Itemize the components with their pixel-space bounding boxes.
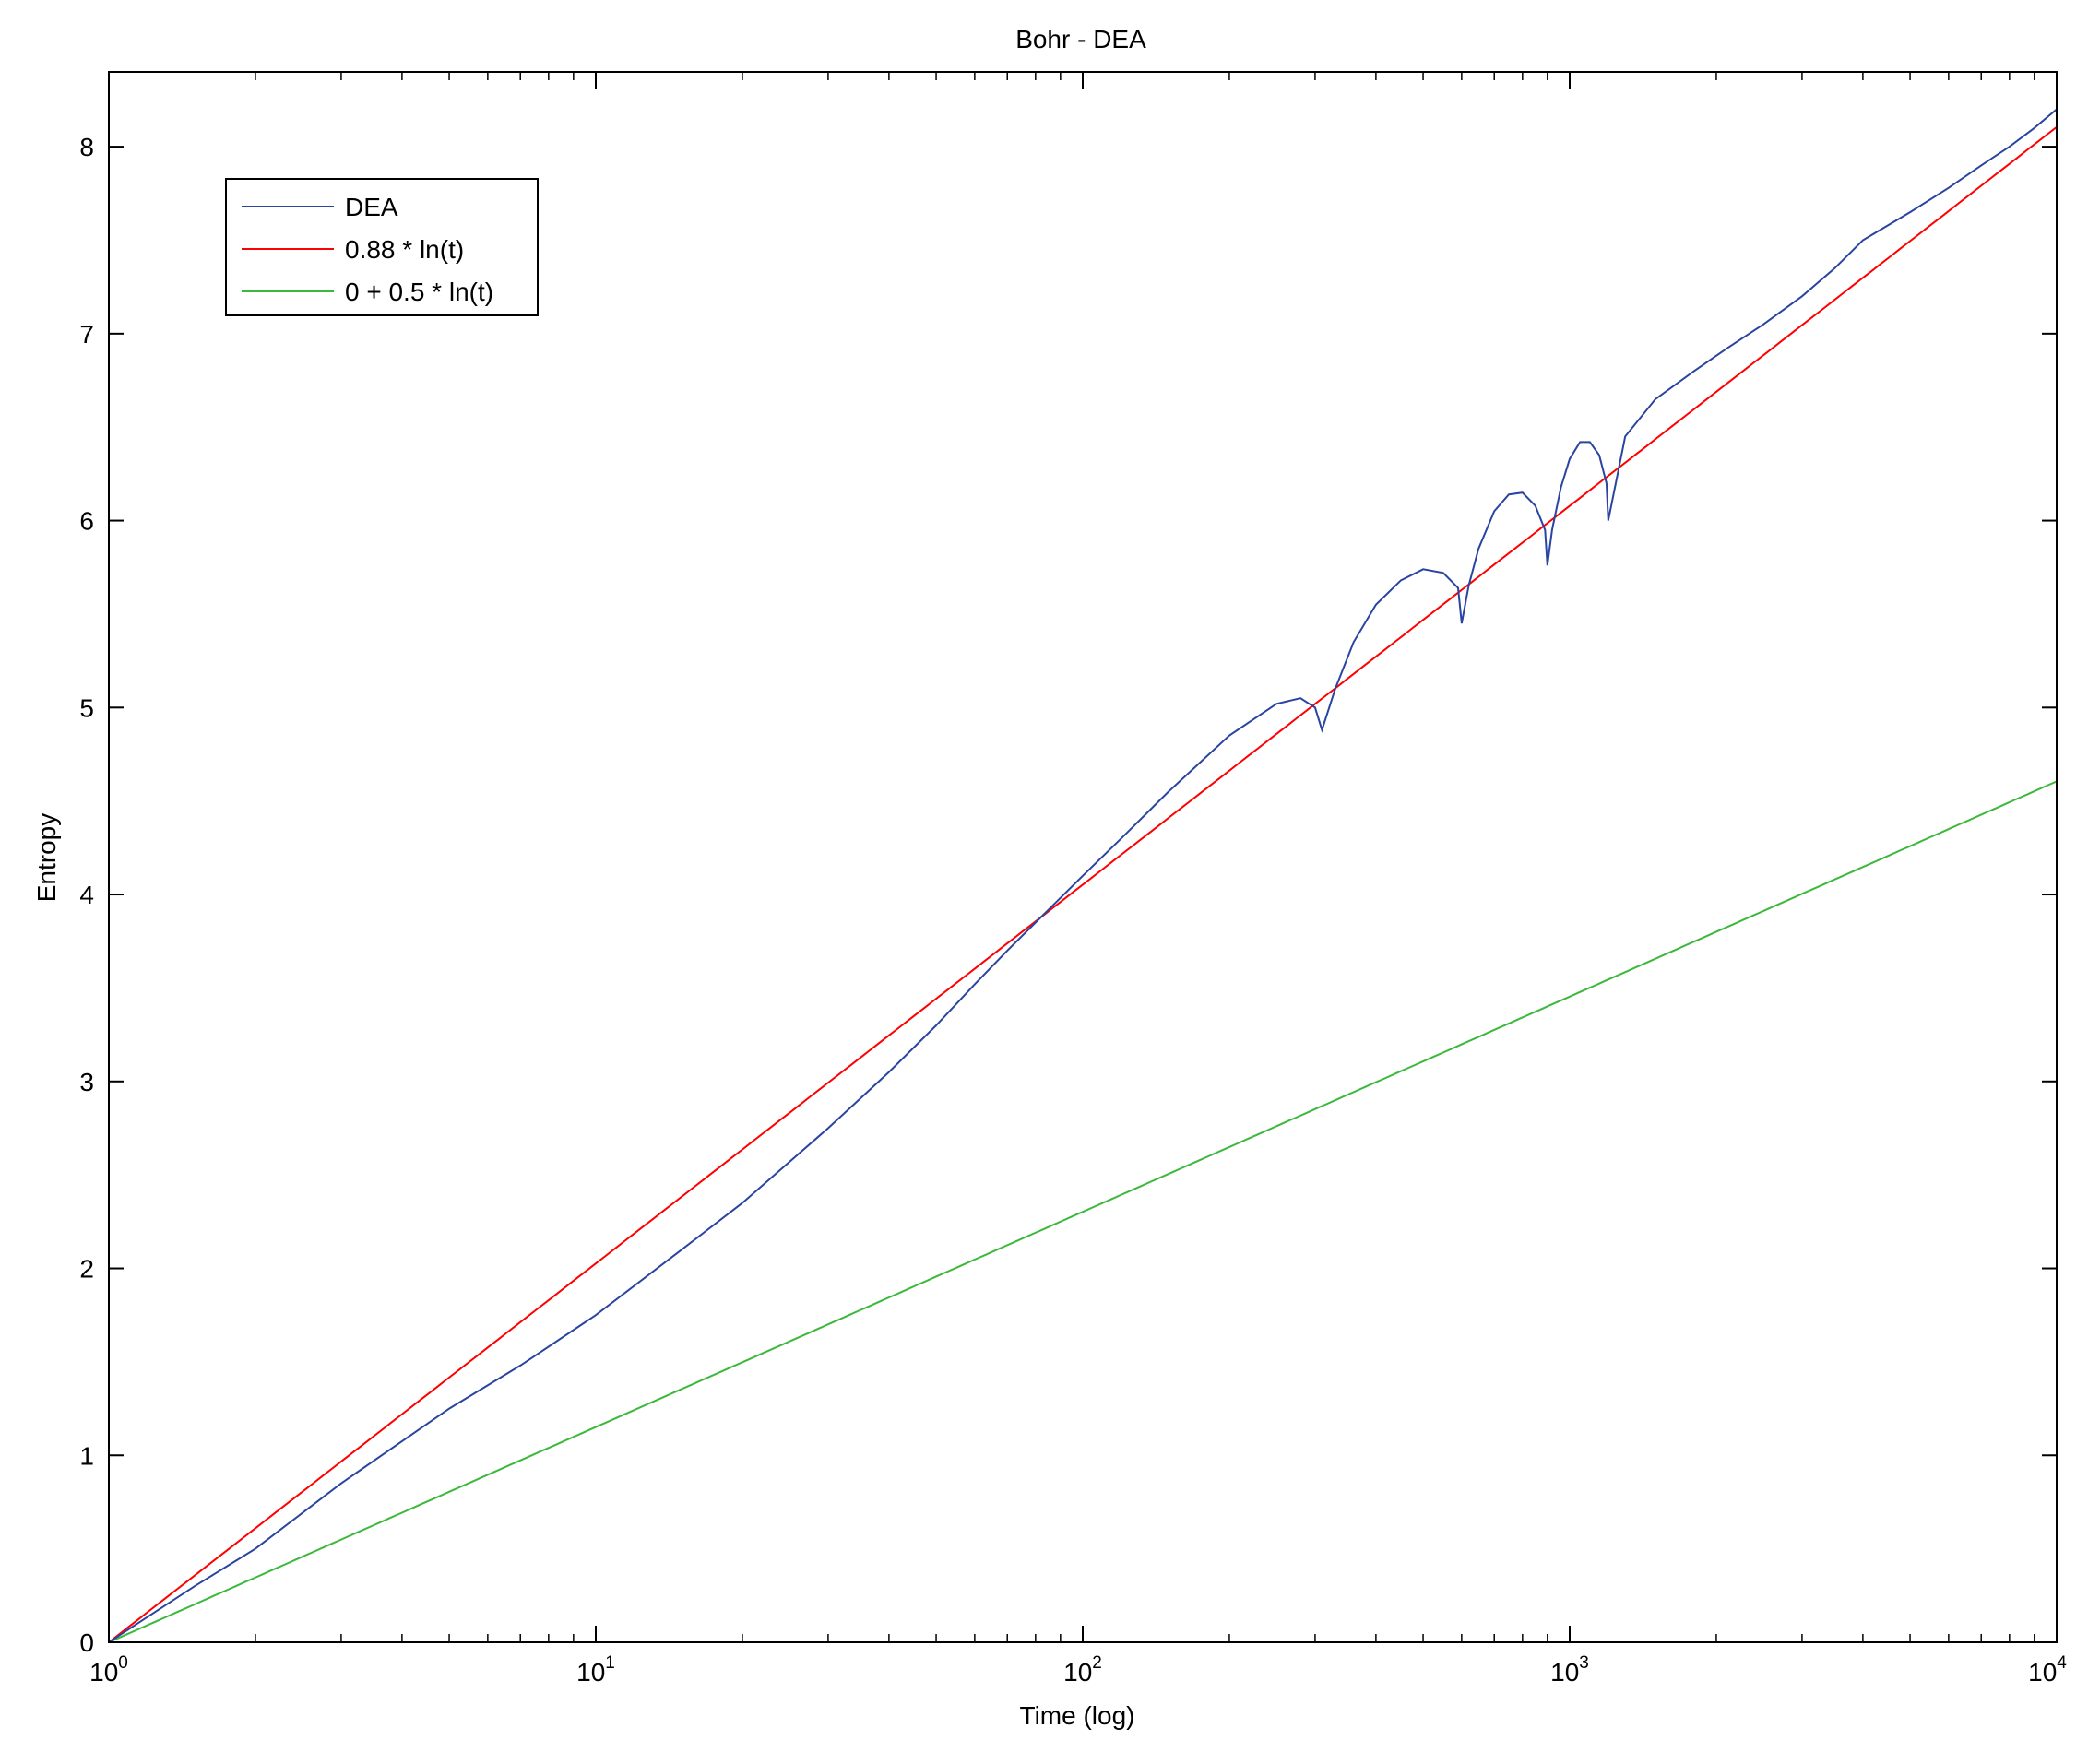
series-line-1 bbox=[108, 126, 2058, 1643]
y-tick-label: 2 bbox=[79, 1255, 94, 1284]
x-axis-label: Time (log) bbox=[1020, 1701, 1135, 1730]
x-tick-label: 100 bbox=[89, 1653, 128, 1687]
legend-label: 0.88 * ln(t) bbox=[345, 235, 464, 264]
legend-box bbox=[225, 178, 539, 316]
axis-tick-labels: 0 1 2 3 4 5 6 7 8 100 101 102 103 104 bbox=[79, 133, 2067, 1687]
legend: DEA 0.88 * ln(t) 0 + 0.5 * ln(t) bbox=[225, 178, 539, 316]
x-tick-label: 101 bbox=[576, 1653, 615, 1687]
axis-ticks bbox=[108, 72, 2058, 1643]
y-tick-label: 7 bbox=[79, 320, 94, 349]
x-tick-label: 102 bbox=[1063, 1653, 1102, 1687]
y-tick-label: 4 bbox=[79, 881, 94, 909]
legend-label: DEA bbox=[345, 193, 398, 221]
y-tick-label: 1 bbox=[79, 1441, 94, 1470]
series-line-2 bbox=[108, 780, 2058, 1643]
series-line-0 bbox=[108, 108, 2058, 1643]
y-tick-label: 0 bbox=[79, 1628, 94, 1657]
plot-lines bbox=[108, 108, 2058, 1643]
x-tick-label: 103 bbox=[1550, 1653, 1589, 1687]
y-tick-label: 6 bbox=[79, 507, 94, 536]
y-tick-label: 5 bbox=[79, 693, 94, 722]
legend-label: 0 + 0.5 * ln(t) bbox=[345, 278, 493, 306]
y-tick-label: 8 bbox=[79, 133, 94, 161]
y-tick-label: 3 bbox=[79, 1068, 94, 1096]
x-tick-label: 104 bbox=[2028, 1653, 2067, 1687]
y-axis-label: Entropy bbox=[32, 813, 61, 903]
chart-title: Bohr - DEA bbox=[1015, 25, 1146, 53]
